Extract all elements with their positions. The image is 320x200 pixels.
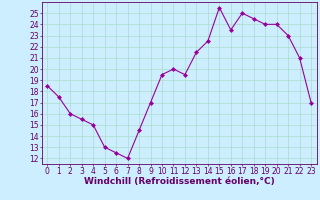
X-axis label: Windchill (Refroidissement éolien,°C): Windchill (Refroidissement éolien,°C) — [84, 177, 275, 186]
